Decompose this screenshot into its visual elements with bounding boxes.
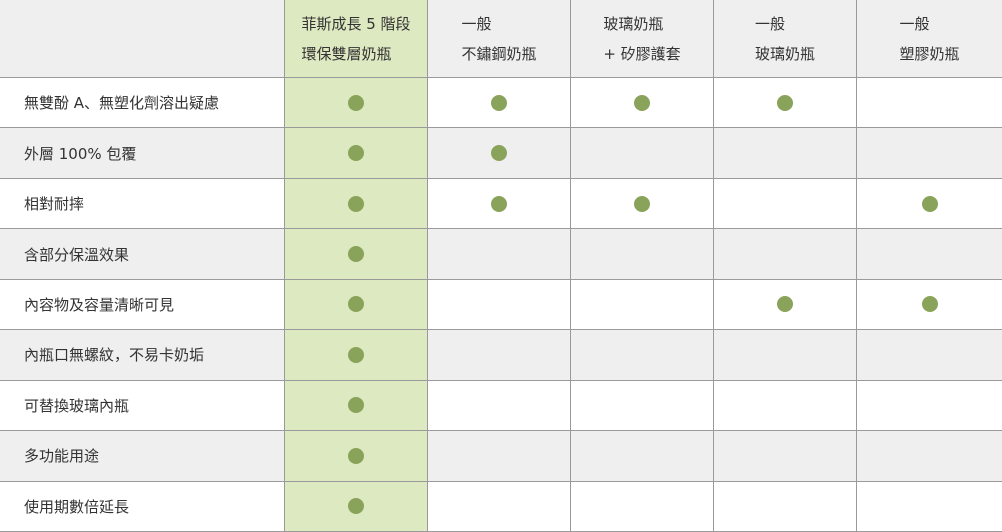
feature-cell (857, 229, 1002, 280)
feature-cell (571, 229, 714, 280)
feature-label: 無雙酚 A、無塑化劑溶出疑慮 (0, 78, 285, 129)
column-header: 一般 玻璃奶瓶 (714, 0, 857, 78)
feature-cell (285, 78, 428, 129)
check-dot-icon (348, 246, 364, 263)
feature-cell (714, 178, 857, 230)
feature-label: 多功能用途 (0, 431, 285, 482)
feature-cell (857, 330, 1002, 381)
feature-cell (571, 178, 714, 230)
feature-label: 內容物及容量清晰可見 (0, 279, 285, 331)
column-header-label: 玻璃奶瓶 + 矽膠護套 (603, 9, 680, 69)
feature-cell (428, 431, 571, 482)
column-header-line1: 一般 (899, 14, 930, 33)
feature-label: 內瓶口無螺紋，不易卡奶垢 (0, 330, 285, 381)
check-dot-icon (348, 296, 364, 313)
feature-cell (285, 431, 428, 482)
feature-cell (714, 481, 857, 532)
column-header-line2: 玻璃奶瓶 (754, 44, 815, 63)
feature-cell (714, 279, 857, 331)
check-dot-icon (777, 94, 793, 111)
column-header-line1: 一般 (754, 14, 785, 33)
feature-cell (428, 178, 571, 230)
check-dot-icon (921, 296, 938, 313)
column-header-label: 一般 塑膠奶瓶 (899, 9, 959, 69)
check-dot-icon (634, 94, 650, 111)
feature-cell (571, 128, 714, 179)
feature-cell (857, 128, 1002, 179)
feature-cell (285, 380, 428, 432)
column-header-line1: 菲斯成長 5 階段 (301, 14, 411, 33)
check-dot-icon (348, 195, 364, 212)
feature-cell (571, 330, 714, 381)
feature-cell (571, 78, 714, 129)
check-dot-icon (348, 397, 364, 414)
feature-cell (285, 229, 428, 280)
header-corner (0, 0, 285, 78)
column-header-label: 菲斯成長 5 階段 環保雙層奶瓶 (301, 9, 410, 69)
check-dot-icon (777, 296, 793, 313)
feature-label: 相對耐摔 (0, 178, 285, 230)
feature-cell (428, 380, 571, 432)
column-header: 一般 不鏽鋼奶瓶 (428, 0, 571, 78)
check-dot-icon (491, 94, 507, 111)
check-dot-icon (348, 145, 364, 162)
feature-label: 含部分保溫效果 (0, 229, 285, 280)
feature-label: 可替換玻璃內瓶 (0, 380, 285, 432)
feature-cell (285, 330, 428, 381)
feature-cell (714, 380, 857, 432)
feature-cell (428, 330, 571, 381)
feature-cell (714, 431, 857, 482)
column-header-line2: 環保雙層奶瓶 (301, 44, 392, 63)
feature-cell (428, 229, 571, 280)
feature-cell (857, 279, 1002, 331)
column-header: 菲斯成長 5 階段 環保雙層奶瓶 (285, 0, 428, 78)
feature-cell (285, 128, 428, 179)
check-dot-icon (491, 145, 507, 162)
column-header-line2: 塑膠奶瓶 (899, 44, 960, 63)
feature-cell (428, 481, 571, 532)
feature-cell (428, 78, 571, 129)
check-dot-icon (348, 346, 364, 363)
column-header: 玻璃奶瓶 + 矽膠護套 (571, 0, 714, 78)
feature-cell (428, 128, 571, 179)
feature-cell (285, 279, 428, 331)
feature-cell (428, 279, 571, 331)
column-header-line1: 一般 (461, 14, 492, 33)
column-header-line2: + 矽膠護套 (603, 44, 681, 63)
feature-cell (857, 481, 1002, 532)
feature-cell (714, 330, 857, 381)
feature-cell (571, 481, 714, 532)
feature-cell (857, 380, 1002, 432)
column-header-label: 一般 玻璃奶瓶 (755, 9, 815, 69)
column-header-line2: 不鏽鋼奶瓶 (461, 44, 537, 63)
feature-cell (714, 128, 857, 179)
check-dot-icon (921, 195, 938, 212)
feature-cell (571, 431, 714, 482)
check-dot-icon (634, 195, 650, 212)
feature-cell (571, 279, 714, 331)
check-dot-icon (348, 94, 364, 111)
feature-cell (571, 380, 714, 432)
feature-cell (285, 178, 428, 230)
column-header: 一般 塑膠奶瓶 (857, 0, 1002, 78)
feature-label: 使用期數倍延長 (0, 481, 285, 532)
column-header-label: 一般 不鏽鋼奶瓶 (461, 9, 536, 69)
feature-cell (857, 78, 1002, 129)
feature-label: 外層 100% 包覆 (0, 128, 285, 179)
feature-cell (857, 178, 1002, 230)
feature-cell (714, 229, 857, 280)
feature-cell (285, 481, 428, 532)
check-dot-icon (491, 195, 507, 212)
check-dot-icon (348, 447, 364, 464)
feature-cell (857, 431, 1002, 482)
check-dot-icon (348, 498, 364, 515)
feature-cell (714, 78, 857, 129)
column-header-line1: 玻璃奶瓶 (603, 14, 664, 33)
